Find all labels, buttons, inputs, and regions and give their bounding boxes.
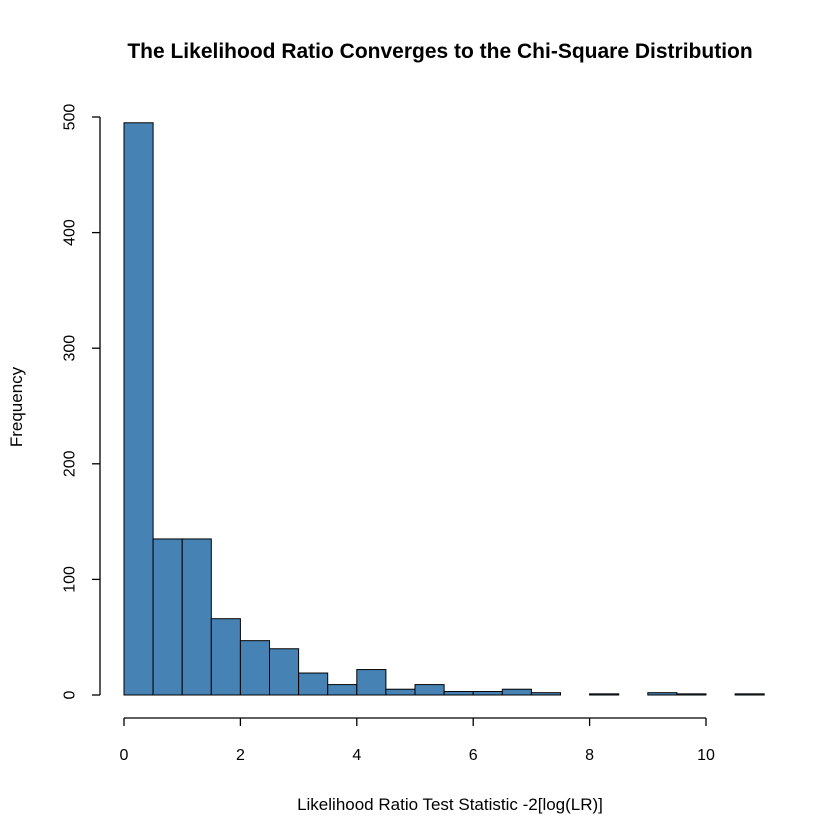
histogram-bar (647, 692, 678, 696)
histogram-bar (530, 692, 562, 696)
histogram-bar (210, 618, 241, 696)
histogram-bar (239, 640, 270, 696)
x-tick-label: 2 (236, 747, 245, 764)
x-axis-label: Likelihood Ratio Test Statistic -2[log(L… (297, 795, 603, 814)
histogram-bar (676, 693, 707, 696)
histogram-bar (356, 669, 387, 696)
y-tick-label: 200 (62, 450, 79, 477)
x-tick-label: 0 (120, 747, 129, 764)
histogram-bar (269, 648, 300, 696)
histogram-bar (472, 691, 503, 696)
histogram-bar (327, 684, 358, 696)
histogram-bar (181, 538, 212, 696)
x-tick-label: 8 (585, 747, 594, 764)
histogram-bar (589, 693, 620, 696)
histogram-bar (123, 122, 154, 696)
histogram-bar (734, 693, 765, 696)
x-tick-label: 4 (352, 747, 361, 764)
x-tick-label: 6 (469, 747, 478, 764)
histogram-bar (414, 684, 445, 696)
y-tick-label: 500 (62, 104, 79, 131)
y-tick-label: 0 (62, 690, 79, 699)
histogram-bar (443, 691, 474, 696)
bars-group (123, 122, 765, 696)
y-axis-label: Frequency (7, 366, 26, 447)
histogram-bar (385, 688, 416, 696)
y-axis: 0 100 200 300 400 500 (62, 104, 101, 699)
y-tick-label: 100 (62, 566, 79, 593)
y-tick-label: 300 (62, 335, 79, 362)
y-tick-label: 400 (62, 219, 79, 246)
x-axis: 0 2 4 6 8 10 (120, 717, 715, 764)
histogram-bar (152, 538, 183, 696)
chart-title: The Likelihood Ratio Converges to the Ch… (127, 40, 752, 63)
histogram-bar (501, 688, 532, 696)
x-tick-label: 10 (697, 747, 715, 764)
histogram-bar (298, 672, 329, 696)
